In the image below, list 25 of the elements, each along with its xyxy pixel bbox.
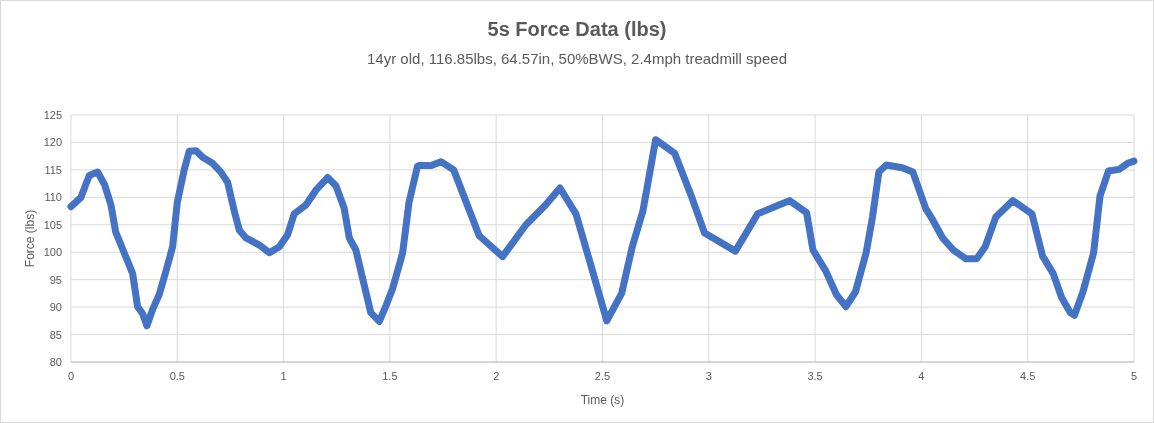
x-tick-label: 4: [918, 370, 925, 382]
x-tick-label: 3: [705, 370, 712, 382]
y-tick-label: 125: [43, 109, 62, 121]
y-tick-label: 95: [49, 273, 62, 286]
y-tick-label: 110: [44, 191, 62, 204]
chart-title: 5s Force Data (lbs): [487, 18, 667, 40]
x-tick-label: 0.5: [169, 370, 185, 382]
x-tick-label: 3.5: [807, 370, 823, 382]
x-tick-label: 1: [280, 370, 287, 382]
y-axis-title: Force (lbs): [23, 209, 37, 268]
x-axis-title: Time (s): [580, 393, 625, 407]
x-tick-label: 2: [493, 370, 500, 382]
y-tick-label: 100: [43, 246, 62, 259]
x-tick-label: 4.5: [1020, 370, 1036, 382]
chart-subtitle: 14yr old, 116.85lbs, 64.57in, 50%BWS, 2.4mph treadmill speed: [367, 50, 787, 67]
x-tick-label: 2.5: [594, 370, 611, 382]
y-tick-label: 115: [44, 163, 62, 176]
y-tick-label: 80: [49, 356, 62, 368]
x-tick-label: 0: [67, 370, 75, 382]
y-tick-label: 120: [43, 136, 62, 149]
y-tick-label: 85: [49, 328, 62, 341]
y-tick-label: 105: [43, 218, 62, 231]
x-tick-label: 5: [1130, 370, 1138, 382]
x-tick-label: 1.5: [382, 370, 398, 382]
y-tick-label: 90: [49, 301, 62, 314]
